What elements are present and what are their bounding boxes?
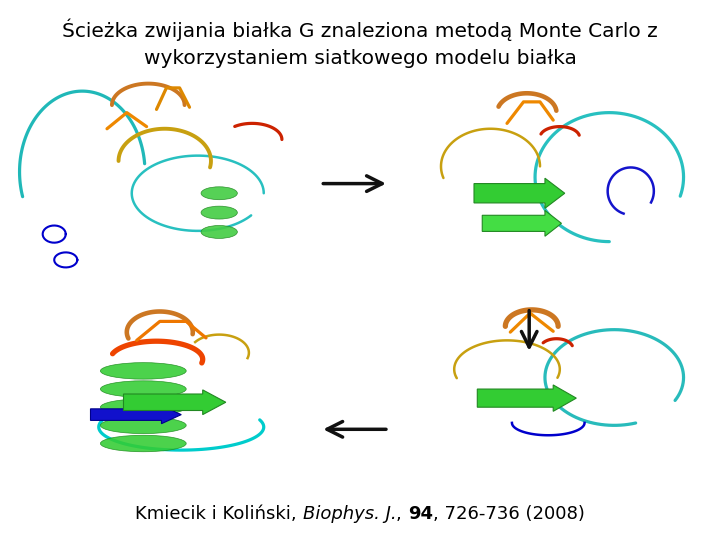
Text: Kmiecik i Koliński,: Kmiecik i Koliński, — [135, 505, 302, 523]
Ellipse shape — [201, 187, 238, 200]
Ellipse shape — [201, 226, 238, 238]
Ellipse shape — [100, 399, 186, 415]
Ellipse shape — [100, 435, 186, 452]
Text: Biophys. J.: Biophys. J. — [302, 505, 396, 523]
FancyArrow shape — [482, 211, 562, 237]
Ellipse shape — [100, 417, 186, 434]
Text: ,: , — [396, 505, 408, 523]
FancyArrow shape — [474, 178, 564, 208]
Text: Ścieżka zwijania białka G znaleziona metodą Monte Carlo z: Ścieżka zwijania białka G znaleziona met… — [62, 19, 658, 42]
Text: 94: 94 — [408, 505, 433, 523]
Ellipse shape — [100, 381, 186, 397]
Text: , 726-736 (2008): , 726-736 (2008) — [433, 505, 585, 523]
Text: wykorzystaniem siatkowego modelu białka: wykorzystaniem siatkowego modelu białka — [143, 49, 577, 68]
Ellipse shape — [201, 206, 238, 219]
FancyArrow shape — [124, 390, 226, 415]
FancyArrow shape — [477, 385, 576, 411]
Ellipse shape — [100, 363, 186, 379]
FancyArrow shape — [91, 406, 181, 424]
